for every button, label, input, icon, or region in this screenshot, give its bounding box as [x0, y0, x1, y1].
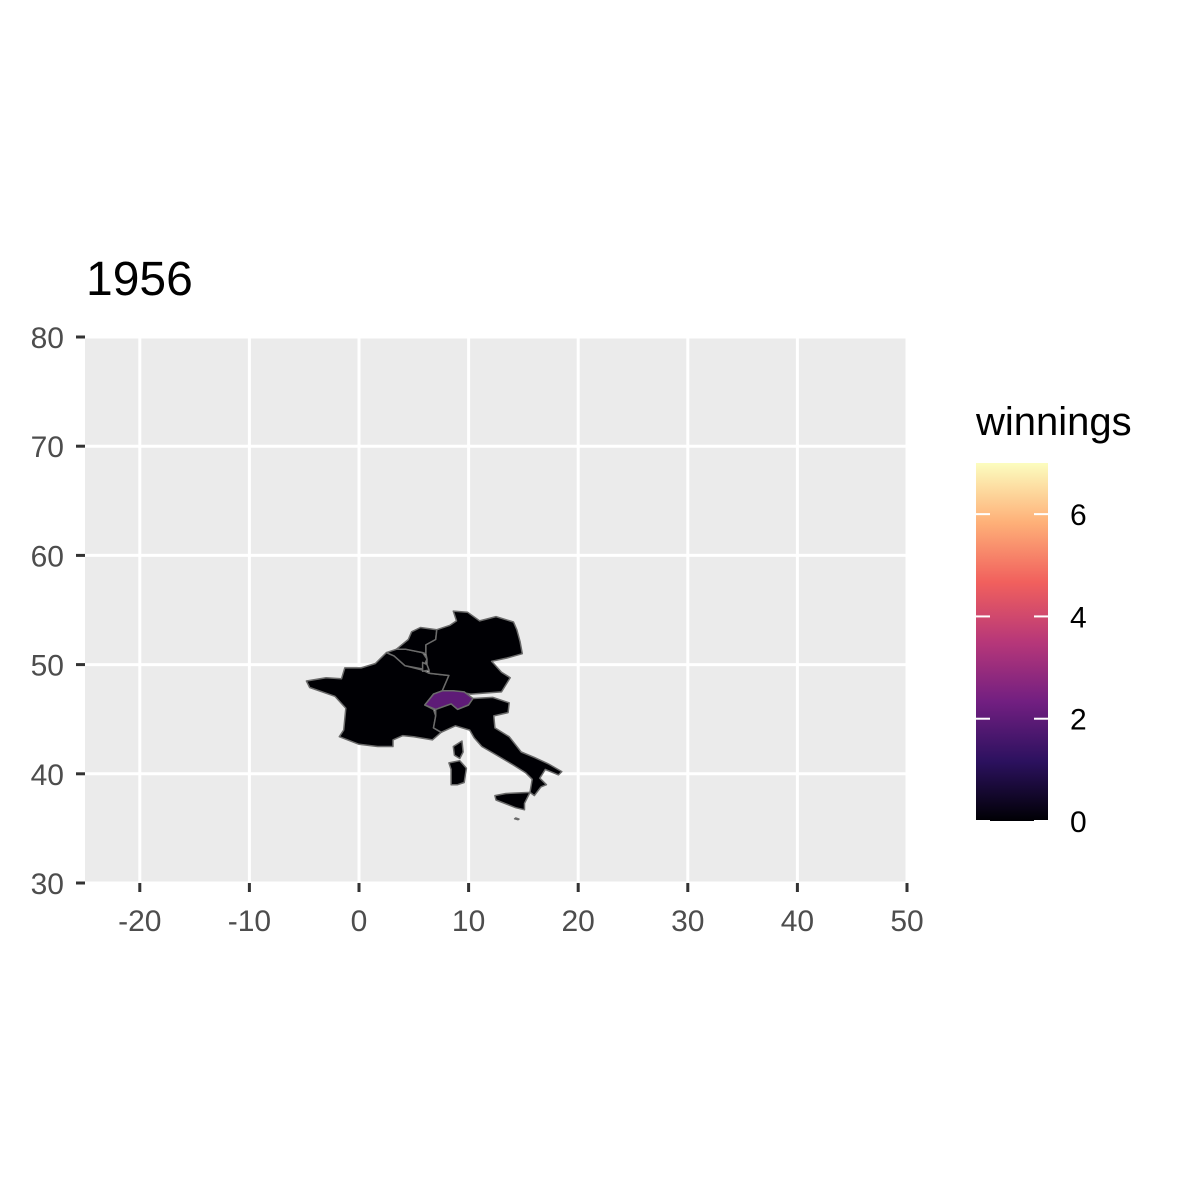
x-tick-label: -20	[118, 905, 161, 938]
region-italy	[432, 696, 563, 797]
region-corsica	[452, 740, 464, 760]
region-sicily	[494, 791, 531, 811]
x-tick-label: 0	[351, 905, 368, 938]
region-sardinia	[448, 759, 468, 786]
legend-label: 0	[1070, 806, 1087, 839]
x-tick-label: 40	[781, 905, 814, 938]
x-tick-label: 10	[452, 905, 485, 938]
legend-label: 4	[1070, 601, 1087, 634]
chart-title: 1956	[86, 253, 193, 306]
y-tick-label: 60	[31, 540, 64, 573]
y-tick-label: 40	[31, 759, 64, 792]
legend-title: winnings	[975, 400, 1132, 444]
region-france	[305, 651, 450, 748]
y-tick-label: 50	[31, 650, 64, 683]
region-malta	[513, 817, 520, 821]
plot-panel	[85, 337, 907, 883]
y-tick-label: 30	[31, 868, 64, 901]
x-tick-label: -10	[228, 905, 271, 938]
x-tick-label: 50	[890, 905, 923, 938]
legend-label: 2	[1070, 704, 1087, 737]
region-germany	[425, 610, 524, 695]
x-tick-label: 20	[562, 905, 595, 938]
y-tick-label: 70	[31, 431, 64, 464]
legend-label: 6	[1070, 499, 1087, 532]
x-tick-label: 30	[671, 905, 704, 938]
y-tick-label: 80	[31, 322, 64, 355]
legend-colorbar	[976, 463, 1048, 821]
